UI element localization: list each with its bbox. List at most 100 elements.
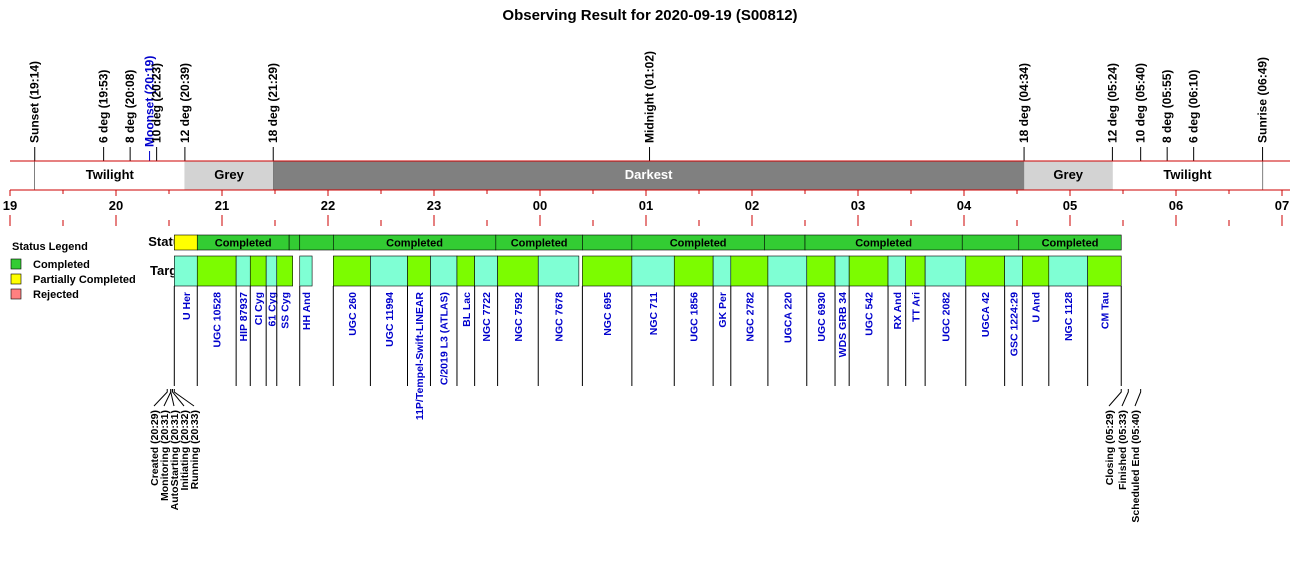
session-events: Created (20:29)Monitoring (20:31)AutoSta…: [149, 389, 1142, 523]
status-block-label-7: Completed: [670, 238, 727, 250]
session-leader-7: [1134, 389, 1142, 407]
target-name-c-2019-l3-atlas: C/2019 L3 (ATLAS): [439, 292, 451, 385]
target-block-ugc-542: [848, 255, 889, 287]
target-block-ugc-10528: [196, 255, 237, 287]
sky-period-twilight-0: [34, 161, 185, 190]
hour-label-23: 23: [427, 198, 441, 213]
status-block-label-9: Completed: [855, 238, 912, 250]
targets-row: U Her UGC 10528 HIP 87937 CI Cyg 61 Cyg SS Cy…: [173, 255, 1122, 421]
target-name-ugc-6930: UGC 6930: [816, 292, 828, 342]
legend-swatch-rejected: [10, 288, 22, 300]
event-label-12-deg-05-24: 12 deg (05:24): [1105, 63, 1119, 143]
event-label-8-deg-20-08: 8 deg (20:08): [123, 70, 137, 143]
target-block-wds-grb-34: [834, 255, 850, 287]
target-name-gk-per: GK Per: [717, 292, 729, 328]
hour-label-03: 03: [851, 198, 865, 213]
target-name-wds-grb-34: WDS GRB 34: [837, 292, 849, 358]
target-block-ugc-11994: [370, 255, 408, 287]
target-block-hip-87937: [235, 255, 251, 287]
hour-label-01: 01: [639, 198, 653, 213]
sky-period-grey-3: [1024, 161, 1113, 190]
hour-label-22: 22: [321, 198, 335, 213]
target-name-cm-tau: CM Tau: [1099, 292, 1111, 329]
status-block-label-4: Completed: [386, 238, 443, 250]
event-label-10-deg-20-23: 10 deg (20:23): [150, 63, 164, 143]
target-block-ngc-2782: [730, 255, 769, 287]
target-name-ngc-1128: NGC 1128: [1063, 292, 1075, 341]
event-label-12-deg-20-39: 12 deg (20:39): [178, 63, 192, 143]
target-name-hip-87937: HIP 87937: [238, 292, 250, 342]
hour-label-04: 04: [957, 198, 972, 213]
target-name-gsc-1224-29: GSC 1224:29: [1008, 292, 1020, 356]
target-block-ngc-695: [582, 255, 633, 287]
session-leader-6: [1121, 389, 1129, 407]
target-name-ngc-695: NGC 695: [602, 292, 614, 336]
target-block-ugc-2082: [924, 255, 967, 287]
target-name-ngc-2782: NGC 2782: [744, 292, 756, 342]
time-axis: 19 20 21 22 23 00 01 02 03 04 05 06 07: [3, 190, 1289, 226]
target-block-hh-and: [299, 255, 313, 287]
legend-title: Status Legend: [12, 241, 88, 253]
target-name-ss-cyg: SS Cyg: [280, 292, 292, 329]
hour-label-06: 06: [1169, 198, 1183, 213]
target-block-ci-cyg: [249, 255, 267, 287]
target-name-ugc-260: UGC 260: [347, 292, 359, 336]
status-block-0: [174, 234, 198, 251]
session-leader-2: [170, 389, 175, 407]
sky-period-bar: Twilight Grey Darkest Grey Twilight: [10, 160, 1290, 191]
legend-swatch-partially-completed: [10, 273, 22, 285]
event-label-6-deg-19-53: 6 deg (19:53): [97, 70, 111, 143]
session-event-monitoring-20-31: Monitoring (20:31): [159, 410, 171, 501]
target-block-u-and: [1021, 255, 1050, 287]
sky-period-label-4: Twilight: [1163, 167, 1212, 182]
target-block-ngc-7678: [537, 255, 580, 287]
legend-label-partially-completed: Partially Completed: [33, 274, 136, 286]
target-block-c-2019-l3-atlas: [430, 255, 458, 287]
session-event-initiating-20-32: Initiating (20:32): [179, 410, 191, 491]
hour-label-21: 21: [215, 198, 229, 213]
hour-label-07: 07: [1275, 198, 1289, 213]
session-event-created-20-29: Created (20:29): [149, 410, 161, 486]
status-block-11: [1018, 234, 1122, 251]
event-label-moonset-20-19: Moonset (20:19): [143, 56, 157, 147]
target-block-11p-tempel-swift-linear: [407, 255, 431, 287]
target-name-11p-tempel-swift-linear: 11P/Tempel-Swift-LINEAR: [414, 292, 426, 421]
event-label-8-deg-05-55: 8 deg (05:55): [1160, 70, 1174, 143]
legend-label-completed: Completed: [33, 259, 90, 271]
target-name-ngc-711: NGC 711: [648, 292, 660, 335]
target-block-ngc-1128: [1048, 255, 1088, 287]
status-block-3: [299, 234, 334, 251]
event-label-18-deg-21-29: 18 deg (21:29): [266, 63, 280, 143]
session-event-closing-05-29: Closing (05:29): [1104, 410, 1116, 485]
session-event-finished-05-33: Finished (05:33): [1117, 410, 1129, 490]
target-block-cm-tau: [1087, 255, 1122, 287]
sky-period-grey-1: [184, 161, 274, 190]
target-name-ugca-220: UGCA 220: [782, 292, 794, 343]
session-event-autostarting-20-31: AutoStarting (20:31): [169, 410, 181, 510]
hour-label-19: 19: [3, 198, 17, 213]
event-label-midnight-01-02: Midnight (01:02): [643, 51, 657, 143]
chart-title: Observing Result for 2020-09-19 (S00812): [502, 7, 797, 24]
target-name-ngc-7592: NGC 7592: [513, 292, 525, 342]
status-block-8: [764, 234, 806, 251]
status-legend: Status Legend Completed Partially Complete…: [10, 241, 136, 301]
target-name-hh-and: HH And: [301, 292, 313, 330]
target-name-ugc-10528: UGC 10528: [212, 292, 224, 348]
status-block-10: [961, 234, 1020, 251]
target-name-rx-and: RX And: [892, 292, 904, 330]
event-label-6-deg-06-10: 6 deg (06:10): [1187, 70, 1201, 143]
sky-period-label-3: Grey: [1053, 167, 1083, 182]
target-block-ugca-220: [767, 255, 808, 287]
session-leader-0: [153, 389, 168, 407]
target-block-bl-lac: [456, 255, 475, 287]
session-event-running-20-33: Running (20:33): [189, 410, 201, 489]
target-name-ngc-7678: NGC 7678: [554, 292, 566, 342]
event-label-18-deg-04-34: 18 deg (04:34): [1017, 63, 1031, 143]
target-block-61-cyg: [265, 255, 278, 287]
hour-label-02: 02: [745, 198, 759, 213]
target-name-u-her: U Her: [181, 292, 193, 320]
status-block-label-5: Completed: [511, 238, 568, 250]
hour-label-05: 05: [1063, 198, 1077, 213]
